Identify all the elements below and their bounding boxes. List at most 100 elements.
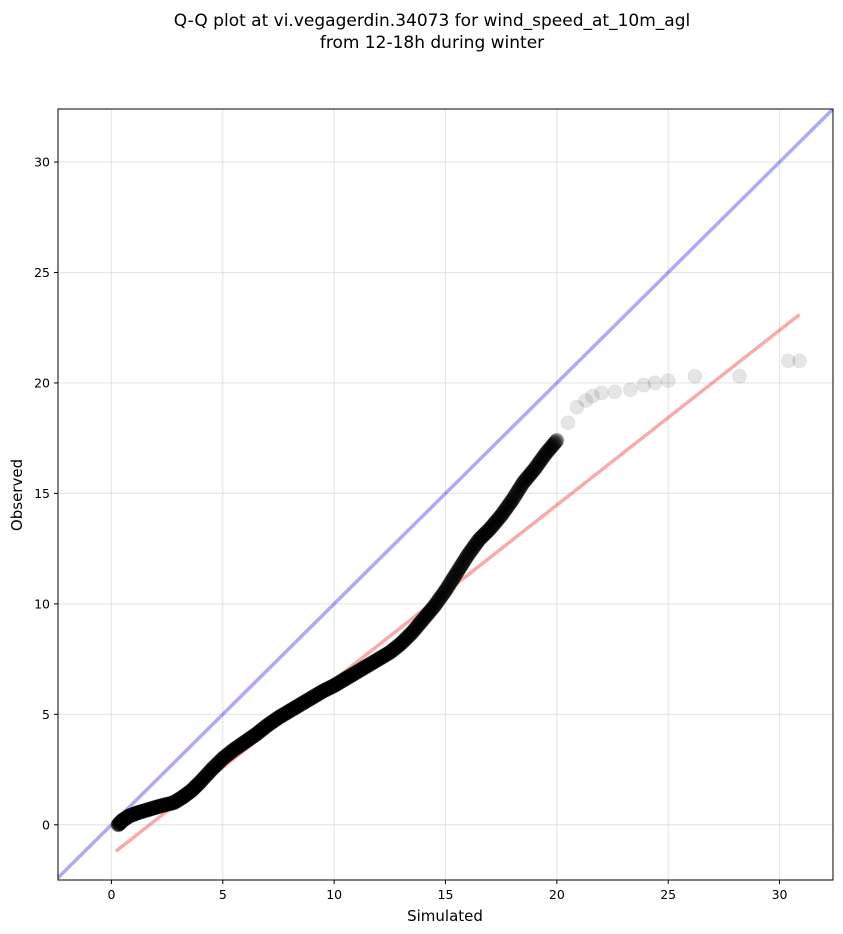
quantile-point [333, 673, 349, 689]
quantile-point [397, 632, 413, 648]
quantile-point [260, 717, 276, 733]
quantile-point [135, 803, 151, 819]
quantile-point [131, 804, 147, 820]
quantile-point [112, 815, 128, 831]
quantile-point [392, 636, 408, 652]
quantile-point [504, 492, 520, 508]
quantile-point [607, 384, 623, 400]
quantile-point [175, 789, 191, 805]
quantile-point [247, 727, 263, 743]
quantile-point [184, 782, 200, 798]
quantile-point [238, 733, 254, 749]
quantile-point [525, 463, 541, 479]
quantile-point [277, 706, 293, 722]
quantile-point [181, 784, 197, 800]
quantile-point [323, 679, 339, 695]
quantile-point [383, 643, 399, 659]
quantile-point [264, 714, 280, 730]
quantile-point [410, 618, 426, 634]
quantile-point [453, 559, 469, 575]
quantile-point [216, 749, 232, 765]
quantile-point [444, 572, 460, 588]
quantile-point [526, 462, 542, 478]
quantile-point [149, 799, 165, 815]
quantile-point [251, 724, 267, 740]
quantile-point [116, 811, 132, 827]
quantile-point [426, 599, 442, 615]
quantile-point [124, 807, 140, 823]
quantile-point [449, 564, 465, 580]
quantile-point [342, 668, 358, 684]
quantile-point [401, 628, 417, 644]
quantile-point [405, 624, 421, 640]
quantile-point [263, 715, 279, 731]
quantile-point [201, 764, 217, 780]
quantile-point [252, 723, 268, 739]
quantile-point [192, 774, 208, 790]
quantile-point [481, 522, 497, 538]
quantile-point [202, 763, 218, 779]
quantile-point [222, 745, 238, 761]
quantile-point [394, 635, 410, 651]
quantile-point [382, 644, 398, 660]
quantile-point [545, 437, 561, 453]
quantile-point [180, 785, 196, 801]
quantile-point [190, 776, 206, 792]
quantile-point [151, 798, 167, 814]
quantile-point [178, 787, 194, 803]
quantile-point [245, 728, 261, 744]
quantile-point [396, 632, 412, 648]
quantile-point [489, 512, 505, 528]
quantile-point [569, 399, 585, 415]
quantile-point [475, 528, 491, 544]
quantile-point [324, 679, 340, 695]
quantile-point [351, 663, 367, 679]
quantile-point [500, 499, 516, 515]
quantile-point [166, 794, 182, 810]
quantile-point [251, 724, 267, 740]
quantile-point [439, 580, 455, 596]
quantile-point [191, 776, 207, 792]
quantile-point [170, 792, 186, 808]
quantile-point [403, 625, 419, 641]
quantile-point [117, 811, 133, 827]
quantile-point [370, 652, 386, 668]
quantile-point [497, 502, 513, 518]
quantile-point [344, 667, 360, 683]
quantile-point [144, 800, 160, 816]
quantile-point [349, 664, 365, 680]
quantile-point [239, 732, 255, 748]
quantile-point [239, 733, 255, 749]
quantile-point [121, 808, 137, 824]
chart-title-line-1: Q-Q plot at vi.vegagerdin.34073 for wind… [174, 11, 690, 31]
quantile-point [224, 744, 240, 760]
quantile-point [378, 647, 394, 663]
quantile-point [132, 804, 148, 820]
quantile-point [418, 608, 434, 624]
quantile-point [185, 781, 201, 797]
quantile-point [120, 809, 136, 825]
quantile-point [307, 688, 323, 704]
quantile-point [338, 670, 354, 686]
quantile-point [110, 817, 126, 833]
quantile-point [210, 755, 226, 771]
quantile-point [254, 722, 270, 738]
quantile-point [306, 688, 322, 704]
quantile-point [482, 521, 498, 537]
quantile-point [297, 694, 313, 710]
quantile-point [523, 465, 539, 481]
x-tick-label: 10 [326, 887, 342, 902]
quantile-point [531, 456, 547, 472]
quantile-point [356, 660, 372, 676]
quantile-point [289, 699, 305, 715]
quantile-point [426, 598, 442, 614]
quantile-point [110, 816, 126, 832]
quantile-point [111, 816, 127, 832]
quantile-point [162, 796, 178, 812]
quantile-point [528, 459, 544, 475]
quantile-point [248, 726, 264, 742]
quantile-point [113, 814, 129, 830]
quantile-point [153, 798, 169, 814]
quantile-point [179, 786, 195, 802]
